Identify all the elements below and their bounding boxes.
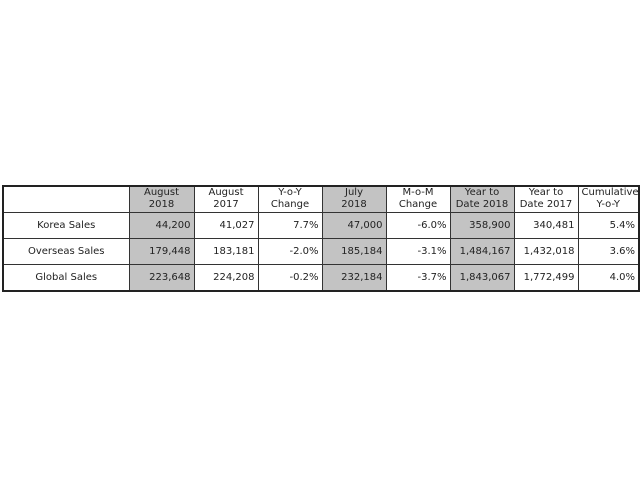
table-row: Global Sales 223,648 224,208 -0.2% 232,184 -3… — [2, 264, 640, 291]
row-label: Overseas Sales — [2, 238, 130, 265]
table-cell: 232,184 — [321, 264, 387, 291]
header-text: M-o-M — [402, 187, 434, 198]
column-header: Year to Date 2018 — [449, 185, 515, 213]
table-cell: 44,200 — [128, 212, 195, 239]
header-text: July — [345, 187, 363, 198]
table-cell: -3.1% — [385, 238, 451, 265]
row-label: Global Sales — [2, 264, 130, 291]
table-cell: 7.7% — [257, 212, 323, 239]
table-row: Overseas Sales 179,448 183,181 -2.0% 185,184… — [2, 238, 640, 265]
table-cell: 185,184 — [321, 238, 387, 265]
table-cell: -2.0% — [257, 238, 323, 265]
header-text: Change — [398, 199, 438, 210]
table-cell: -0.2% — [257, 264, 323, 291]
table-cell: 1,772,499 — [513, 264, 579, 291]
table-cell: 41,027 — [193, 212, 259, 239]
table-cell: 183,181 — [193, 238, 259, 265]
column-header: Cumulative Y-o-Y — [577, 185, 640, 213]
header-row: August 2018 August 2017 Y-o-Y Change July 2018 M… — [2, 185, 640, 213]
column-header: August 2018 — [128, 185, 195, 213]
header-text: 2018 — [148, 199, 175, 210]
table-row: Korea Sales 44,200 41,027 7.7% 47,000 -6.0% 35… — [2, 212, 640, 239]
header-text: Date 2017 — [519, 199, 573, 210]
table-cell: 224,208 — [193, 264, 259, 291]
table-cell: 179,448 — [128, 238, 195, 265]
column-header: Year to Date 2017 — [513, 185, 579, 213]
table-cell: 4.0% — [577, 264, 640, 291]
table-cell: -3.7% — [385, 264, 451, 291]
column-header: July 2018 — [321, 185, 387, 213]
column-header: M-o-M Change — [385, 185, 451, 213]
table-cell: 1,843,067 — [449, 264, 515, 291]
header-text: Date 2018 — [455, 199, 509, 210]
column-header: August 2017 — [193, 185, 259, 213]
header-text: Y-o-Y — [596, 199, 621, 210]
row-label: Korea Sales — [2, 212, 130, 239]
sales-table: August 2018 August 2017 Y-o-Y Change July 2018 M… — [2, 185, 640, 292]
header-text: August — [208, 187, 244, 198]
table-cell: 3.6% — [577, 238, 640, 265]
header-text: Cumulative — [581, 187, 639, 198]
header-text: 2018 — [341, 199, 367, 210]
column-header: Y-o-Y Change — [257, 185, 323, 213]
table-cell: 223,648 — [128, 264, 195, 291]
table-cell: -6.0% — [385, 212, 451, 239]
table-cell: 47,000 — [321, 212, 387, 239]
header-text: Year to — [528, 187, 564, 198]
header-text: Y-o-Y — [278, 187, 302, 198]
header-text: Change — [270, 199, 310, 210]
table-cell: 1,432,018 — [513, 238, 579, 265]
header-text: August — [144, 187, 179, 198]
table-cell: 5.4% — [577, 212, 640, 239]
table-cell: 1,484,167 — [449, 238, 515, 265]
table-cell: 358,900 — [449, 212, 515, 239]
header-corner — [2, 185, 130, 213]
header-text: Year to — [464, 187, 500, 198]
header-text: 2017 — [213, 199, 239, 210]
table-cell: 340,481 — [513, 212, 579, 239]
